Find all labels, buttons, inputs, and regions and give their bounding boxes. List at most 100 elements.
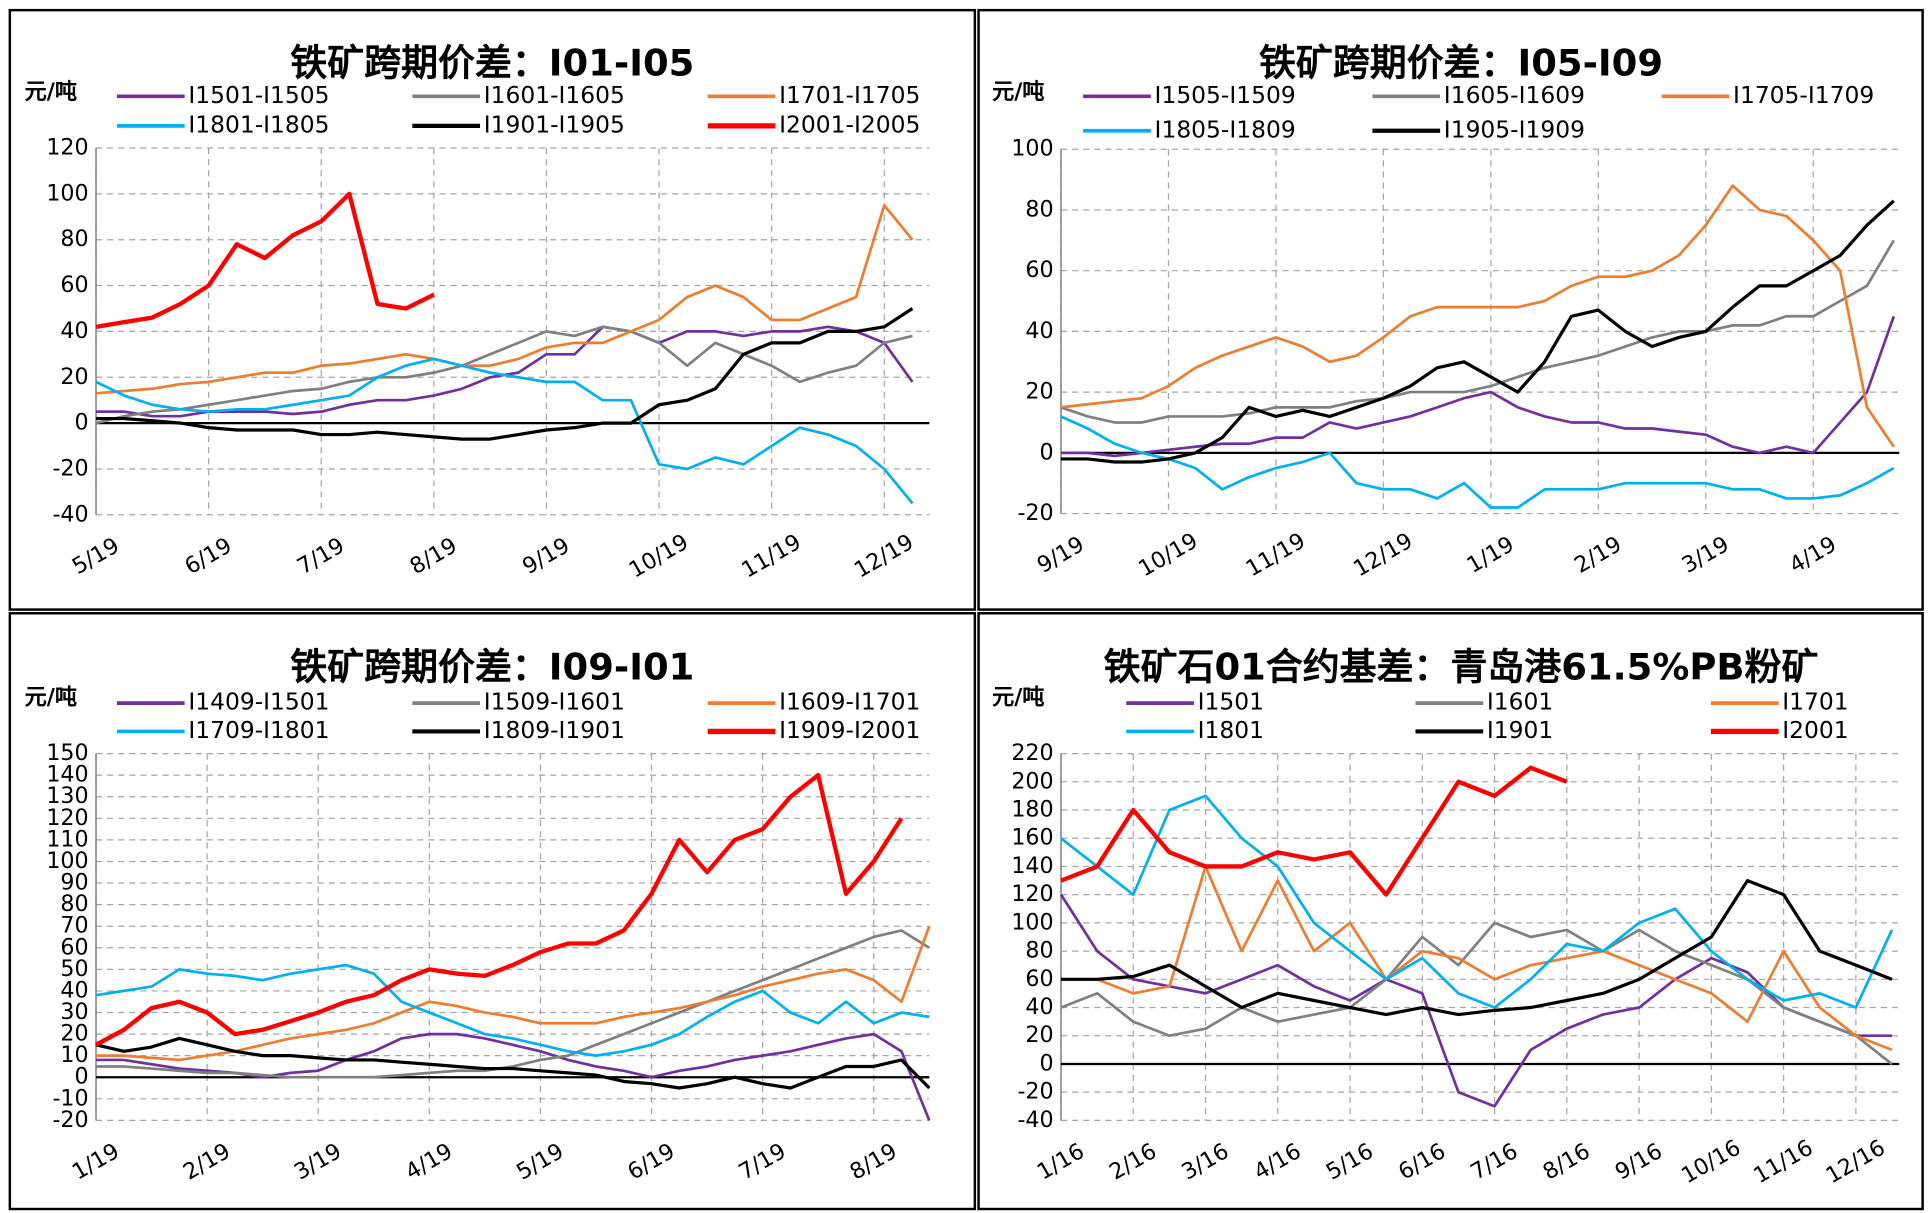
y-tick-label: -40: [1017, 1107, 1053, 1133]
legend-label: I1705-I1709: [1733, 81, 1874, 109]
chart-title: 铁矿跨期价差：I09-I01: [290, 646, 695, 690]
y-tick-label: 0: [1040, 439, 1054, 465]
y-tick-label: 140: [1011, 853, 1053, 879]
chart: 铁矿跨期价差：I09-I01 元/吨 -20-1001020304050607080…: [25, 646, 931, 1185]
y-tick-label: 60: [1025, 257, 1053, 283]
legend-label: I1801-I1805: [188, 110, 329, 138]
y-tick-label: 80: [60, 226, 88, 252]
y-tick-label: -20: [52, 1107, 88, 1133]
legend-label: I1409-I1501: [188, 688, 329, 716]
series-line: [1061, 199, 1895, 464]
y-tick-label: -10: [52, 1085, 88, 1111]
y-tick-label: 20: [1025, 1022, 1053, 1048]
y-tick-label: 120: [46, 805, 88, 831]
series-line: [95, 1036, 931, 1090]
panel-border: [8, 8, 977, 611]
legend-label: I1505-I1509: [1155, 81, 1296, 109]
y-tick-label: 0: [1040, 1050, 1054, 1076]
series-line: [95, 325, 913, 425]
legend-label: I1709-I1801: [188, 716, 329, 744]
y-tick-label: 0: [75, 1064, 89, 1090]
y-tick-label: 60: [1025, 966, 1053, 992]
legend-label: I1609-I1701: [779, 688, 920, 716]
y-tick-label: -20: [1017, 500, 1053, 526]
series-line: [95, 204, 914, 395]
legend-label: I1701-I1705: [779, 81, 920, 109]
panel-border: [977, 8, 1924, 611]
legend-label: I1905-I1909: [1444, 115, 1585, 143]
legend-label: I1809-I1901: [484, 716, 625, 744]
y-tick-label: 100: [46, 180, 88, 206]
panel-border: [977, 612, 1924, 1211]
chart-title-box: 铁矿石01合约基差：青岛港61.5%PB粉矿: [1103, 646, 1819, 690]
chart-title-box: 铁矿跨期价差：I05-I09: [1259, 42, 1664, 86]
y-tick-label: -20: [1017, 1079, 1053, 1105]
y-tick-label: 200: [1011, 768, 1053, 794]
y-tick-label: 10: [60, 1042, 88, 1068]
y-tick-label: 50: [60, 956, 88, 982]
y-tick-label: 20: [60, 1021, 88, 1047]
series-line: [95, 357, 914, 505]
series-line: [95, 191, 435, 329]
series-line: [1060, 415, 1895, 509]
y-tick-label: 220: [1011, 740, 1053, 766]
y-tick-label: 40: [1025, 994, 1053, 1020]
legend-label: I1909-I2001: [779, 716, 920, 744]
y-tick-label: 120: [1011, 881, 1053, 907]
series-line: [96, 929, 931, 1079]
series-line: [1061, 879, 1893, 1017]
y-tick-label: 110: [46, 826, 88, 852]
unit-label: 元/吨: [25, 685, 77, 711]
y-tick-label: 140: [46, 762, 88, 788]
y-tick-label: 40: [60, 318, 88, 344]
y-tick-label: 40: [60, 977, 88, 1003]
series-line: [1060, 239, 1895, 424]
y-tick-label: -40: [52, 501, 88, 527]
chart-title: 铁矿跨期价差：I01-I05: [290, 42, 695, 86]
legend-label: I1601-I1605: [484, 81, 625, 109]
series-line: [1061, 865, 1893, 1052]
unit-label: 元/吨: [25, 79, 77, 105]
y-tick-label: 70: [60, 913, 88, 939]
legend-label: I1901: [1487, 716, 1553, 744]
legend-label: I1501-I1505: [188, 81, 329, 109]
y-tick-label: 80: [60, 891, 88, 917]
y-tick-label: 100: [1011, 136, 1053, 162]
panel-border: [8, 612, 977, 1211]
y-tick-label: 0: [75, 410, 89, 436]
y-tick-label: 100: [46, 848, 88, 874]
legend-label: I1509-I1601: [484, 688, 625, 716]
y-tick-label: 80: [1025, 196, 1053, 222]
legend-label: I2001-I2005: [779, 110, 920, 138]
y-tick-label: 90: [60, 870, 88, 896]
unit-label: 元/吨: [992, 685, 1044, 711]
series-line: [96, 307, 914, 441]
legend-label: I1601: [1487, 688, 1553, 716]
series-line: [1059, 893, 1892, 1108]
legend-label: I1901-I1905: [484, 110, 625, 138]
series-line: [1060, 184, 1895, 448]
y-tick-label: 120: [46, 135, 88, 161]
y-tick-label: -20: [52, 455, 88, 481]
legend-label: I1805-I1809: [1155, 115, 1296, 143]
chart-title: 铁矿石01合约基差：青岛港61.5%PB粉矿: [1103, 646, 1819, 690]
y-tick-label: 130: [46, 783, 88, 809]
series-line: [1061, 315, 1896, 458]
series-line: [1060, 765, 1568, 897]
y-tick-label: 30: [60, 999, 88, 1025]
chart-title: 铁矿跨期价差：I05-I09: [1259, 42, 1664, 86]
legend-label: I2001: [1782, 716, 1848, 744]
y-tick-label: 60: [60, 934, 88, 960]
legend-label: I1501: [1198, 688, 1264, 716]
series-line: [94, 772, 904, 1047]
y-tick-label: 20: [1025, 379, 1053, 405]
y-tick-label: 40: [1025, 318, 1053, 344]
y-tick-label: 80: [1025, 938, 1053, 964]
y-tick-label: 180: [1011, 797, 1053, 823]
chart-title-box: 铁矿跨期价差：I09-I01: [290, 646, 695, 690]
series-line: [95, 963, 930, 1057]
y-tick-label: 20: [60, 364, 88, 390]
legend-label: I1801: [1198, 716, 1264, 744]
